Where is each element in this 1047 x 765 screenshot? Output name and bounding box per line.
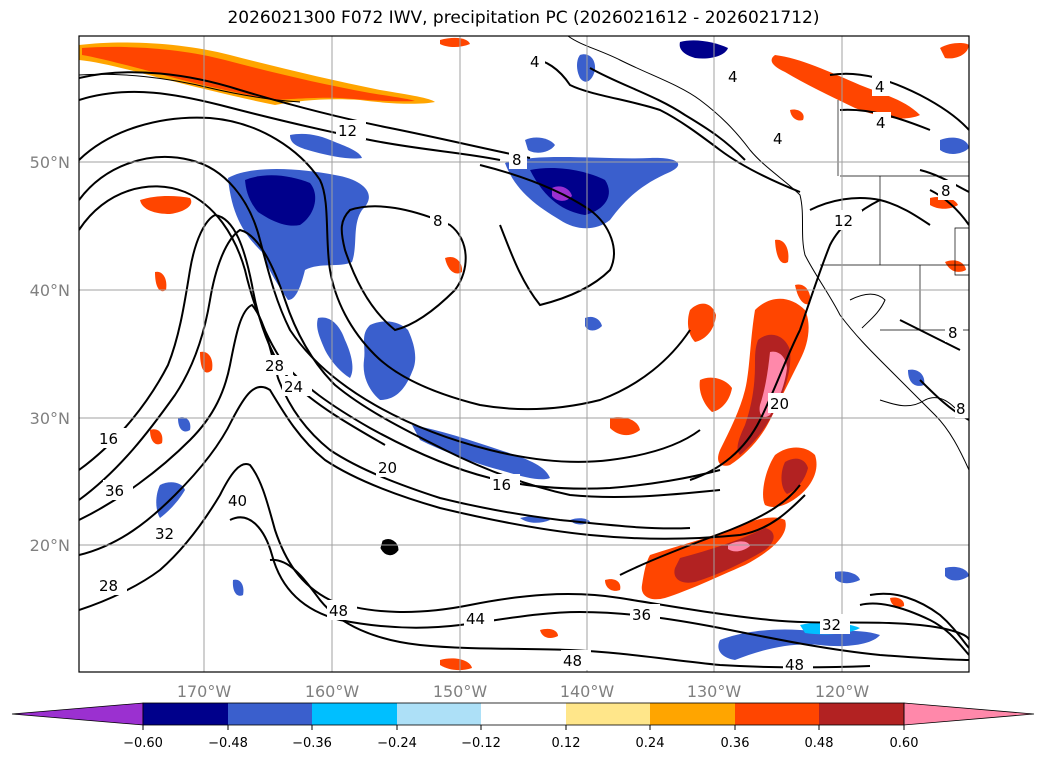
colorbar: −0.60 −0.48 −0.36 −0.24 −0.12 0.12 0.24 …	[11, 702, 1035, 751]
contour-label: 48	[785, 656, 804, 674]
colorbar-swatch	[228, 703, 312, 725]
contour-label: 4	[728, 68, 738, 86]
graticule	[79, 36, 969, 672]
lon-label-120w: 120°W	[815, 682, 870, 701]
colorbar-tick-label: 0.60	[890, 736, 919, 751]
lon-label-140w: 140°W	[560, 682, 615, 701]
lat-label-30n: 30°N	[30, 409, 70, 428]
map-frame	[78, 35, 970, 673]
latitude-axis: 50°N 40°N 30°N 20°N	[30, 153, 70, 555]
colorbar-swatch	[650, 703, 735, 725]
contour-label: 20	[770, 395, 789, 413]
map-title: 2026021300 F072 IWV, precipitation PC (2…	[227, 8, 820, 28]
colorbar-swatch	[819, 703, 904, 725]
contour-label: 8	[512, 151, 522, 169]
contour-label: 8	[433, 212, 443, 230]
lon-label-150w: 150°W	[433, 682, 488, 701]
contour-label: 8	[941, 182, 951, 200]
lon-label-160w: 160°W	[305, 682, 360, 701]
colorbar-tick-label: −0.24	[377, 736, 417, 751]
colorbar-swatch	[481, 703, 566, 725]
colorbar-swatch	[312, 703, 397, 725]
colorbar-tick-label: −0.36	[292, 736, 332, 751]
contour-label: 8	[956, 400, 966, 418]
colorbar-tick-label: 0.48	[805, 736, 834, 751]
contour-label: 48	[563, 652, 582, 670]
contour-label: 36	[632, 606, 651, 624]
colorbar-tick-label: 0.36	[721, 736, 750, 751]
contour-label: 4	[876, 114, 886, 132]
contour-label: 28	[99, 577, 118, 595]
colorbar-swatch	[143, 703, 228, 725]
contour-labels: 4 4 4 4 4 12 8 8 12 8 28 24 16	[97, 51, 969, 674]
contour-label: 8	[948, 324, 958, 342]
colorbar-tick-label: 0.12	[552, 736, 581, 751]
colorbar-tick-label: 0.24	[636, 736, 665, 751]
colorbar-tick-label: −0.60	[123, 736, 163, 751]
contour-label: 12	[834, 212, 853, 230]
lon-label-170w: 170°W	[177, 682, 232, 701]
lon-label-130w: 130°W	[687, 682, 742, 701]
colorbar-swatch	[566, 703, 650, 725]
contour-label: 28	[265, 357, 284, 375]
precip-shading	[79, 37, 969, 671]
contour-label: 12	[338, 122, 357, 140]
contour-label: 48	[329, 602, 348, 620]
longitude-axis: 170°W 160°W 150°W 140°W 130°W 120°W	[177, 682, 870, 701]
lat-label-20n: 20°N	[30, 536, 70, 555]
colorbar-tick-label: −0.12	[461, 736, 501, 751]
contour-label: 4	[773, 130, 783, 148]
colorbar-extend-min	[11, 702, 144, 726]
contour-label: 4	[875, 78, 885, 96]
contour-label: 20	[378, 459, 397, 477]
contour-label: 32	[822, 616, 841, 634]
contour-label: 4	[530, 53, 540, 71]
colorbar-extend-max	[903, 702, 1035, 726]
colorbar-swatch	[397, 703, 481, 725]
contour-label: 32	[155, 525, 174, 543]
lat-label-50n: 50°N	[30, 153, 70, 172]
contour-label: 16	[492, 476, 511, 494]
contour-label: 44	[466, 610, 485, 628]
lat-label-40n: 40°N	[30, 281, 70, 300]
contour-label: 40	[228, 492, 247, 510]
colorbar-tick-label: −0.48	[208, 736, 248, 751]
plot-area: 4 4 4 4 4 12 8 8 12 8 28 24 16	[79, 36, 969, 674]
contour-label: 24	[284, 378, 303, 396]
colorbar-swatch	[735, 703, 819, 725]
contour-label: 36	[105, 482, 124, 500]
contour-label: 16	[99, 430, 118, 448]
